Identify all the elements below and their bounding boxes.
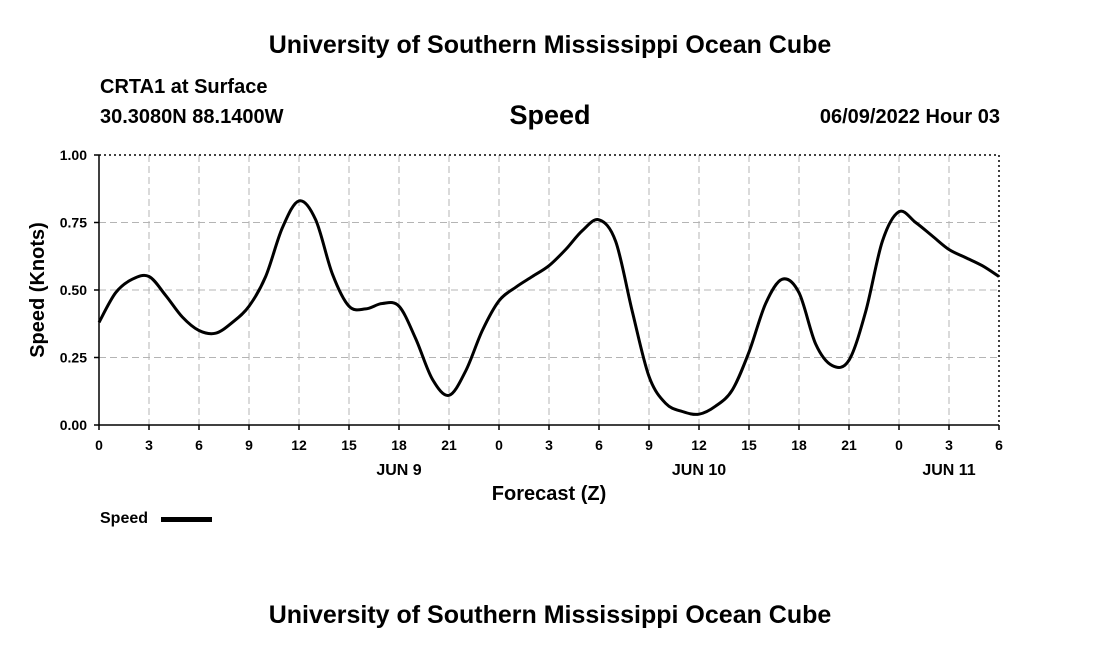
x-tick-label: 3 bbox=[945, 437, 953, 453]
x-tick-label: 0 bbox=[95, 437, 103, 453]
x-tick-label: 21 bbox=[841, 437, 857, 453]
y-tick-label: 0.75 bbox=[60, 215, 87, 231]
x-tick-label: 6 bbox=[995, 437, 1003, 453]
forecast-timestamp: 06/09/2022 Hour 03 bbox=[819, 106, 1000, 128]
speed-chart: 0.00 0.25 0.50 0.75 1.00 0 3 6 9 12 15 18 21 0 3 6 9 12 15… bbox=[27, 147, 1003, 505]
variable-title: Speed bbox=[509, 100, 591, 130]
x-tick-label: 6 bbox=[195, 437, 203, 453]
y-tick-label: 0.25 bbox=[60, 350, 87, 366]
x-tick-label: 0 bbox=[895, 437, 903, 453]
y-axis-title: Speed (Knots) bbox=[27, 222, 49, 358]
x-tick-label: 18 bbox=[391, 437, 407, 453]
x-tick-label: 3 bbox=[145, 437, 153, 453]
x-tick-label: 0 bbox=[495, 437, 503, 453]
x-axis-title: Forecast (Z) bbox=[492, 483, 606, 505]
x-tick-label: 6 bbox=[595, 437, 603, 453]
y-tick-label: 0.00 bbox=[60, 417, 87, 433]
y-tick-label: 1.00 bbox=[60, 147, 87, 163]
x-tick-label: 3 bbox=[545, 437, 553, 453]
x-tick-label: 15 bbox=[741, 437, 757, 453]
date-label: JUN 11 bbox=[922, 462, 975, 479]
date-label: JUN 9 bbox=[376, 462, 421, 479]
x-tick-label: 12 bbox=[691, 437, 707, 453]
legend-swatch bbox=[161, 517, 212, 522]
date-label: JUN 10 bbox=[672, 462, 726, 479]
chart-title: University of Southern Mississippi Ocean… bbox=[268, 31, 832, 59]
x-tick-label: 18 bbox=[791, 437, 807, 453]
station-coordinates: 30.3080N 88.1400W bbox=[100, 106, 284, 128]
x-tick-label: 12 bbox=[291, 437, 307, 453]
x-tick-label: 9 bbox=[245, 437, 253, 453]
series-line-speed bbox=[97, 199, 1000, 416]
x-tick-label: 9 bbox=[645, 437, 653, 453]
legend-label: Speed bbox=[100, 510, 149, 527]
y-tick-label: 0.50 bbox=[60, 282, 87, 298]
station-label: CRTA1 at Surface bbox=[100, 76, 268, 98]
x-tick-label: 21 bbox=[441, 437, 457, 453]
footer-title: University of Southern Mississippi Ocean… bbox=[268, 601, 832, 629]
x-tick-label: 15 bbox=[341, 437, 357, 453]
